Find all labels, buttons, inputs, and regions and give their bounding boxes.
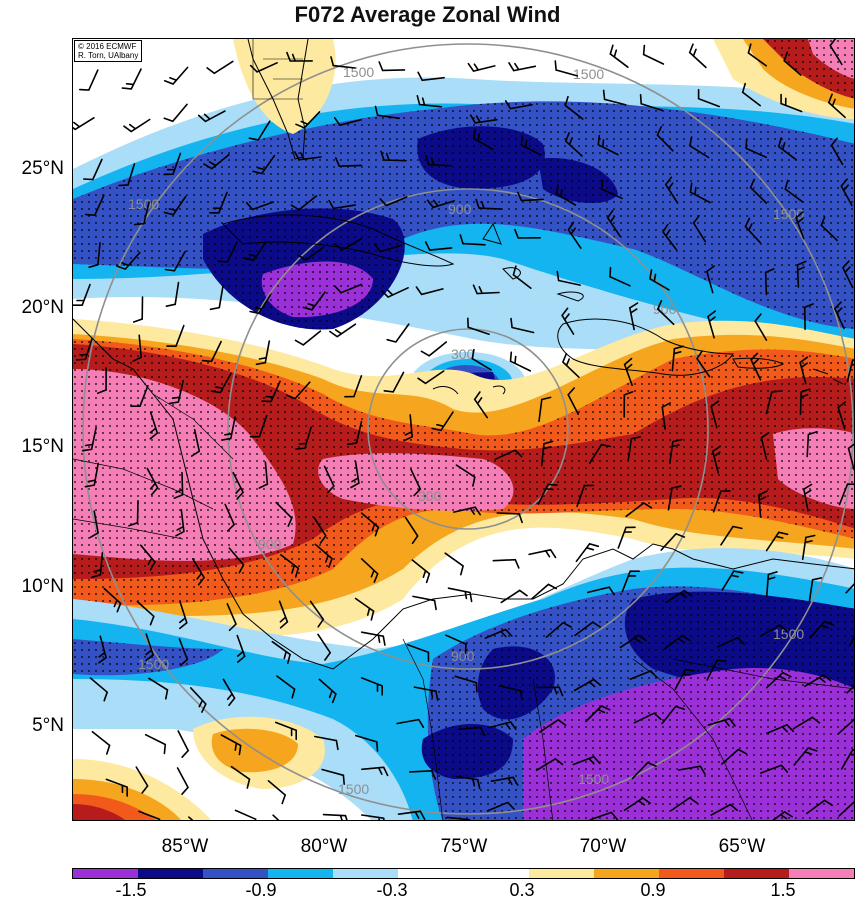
ring-label: 1500 bbox=[773, 626, 804, 642]
ring-label: 300 bbox=[418, 488, 442, 504]
credit-box: © 2016 ECMWF R. Torn, UAlbany bbox=[74, 40, 142, 62]
colorbar-segment bbox=[398, 869, 463, 878]
colorbar-segment bbox=[659, 869, 724, 878]
ring-label: 1500 bbox=[573, 66, 604, 82]
colorbar-label: -0.9 bbox=[231, 880, 291, 901]
colorbar-segment bbox=[203, 869, 268, 878]
lon-label-75w: 75°W bbox=[424, 836, 504, 858]
lon-label-65w: 65°W bbox=[702, 836, 782, 858]
ring-label: 1500 bbox=[578, 771, 609, 787]
zonal-wind-map: 300 300 900 900 900 900 1500 1500 1500 1… bbox=[73, 39, 855, 821]
lat-label-25n: 25°N bbox=[0, 158, 64, 180]
colorbar-label: -0.3 bbox=[362, 880, 422, 901]
colorbar-segment bbox=[594, 869, 659, 878]
lat-label-10n: 10°N bbox=[0, 576, 64, 598]
colorbar-segment bbox=[463, 869, 528, 878]
colorbar-label: 0.3 bbox=[492, 880, 552, 901]
colorbar bbox=[72, 868, 855, 879]
ring-label: 1500 bbox=[138, 656, 169, 672]
credit-line: R. Torn, UAlbany bbox=[78, 51, 138, 60]
colorbar-segment bbox=[724, 869, 789, 878]
lon-label-80w: 80°W bbox=[284, 836, 364, 858]
ring-label: 1500 bbox=[338, 781, 369, 797]
colorbar-label: 1.5 bbox=[753, 880, 813, 901]
colorbar-segment bbox=[333, 869, 398, 878]
ring-label: 900 bbox=[451, 648, 475, 664]
colorbar-segment bbox=[789, 869, 854, 878]
colorbar-segment bbox=[73, 869, 138, 878]
colorbar-segment bbox=[138, 869, 203, 878]
lat-label-15n: 15°N bbox=[0, 436, 64, 458]
colorbar-label: 0.9 bbox=[623, 880, 683, 901]
lon-label-70w: 70°W bbox=[563, 836, 643, 858]
colorbar-label: -1.5 bbox=[101, 880, 161, 901]
ring-label: 900 bbox=[653, 301, 677, 317]
lat-label-20n: 20°N bbox=[0, 297, 64, 319]
ring-label: 300 bbox=[451, 346, 475, 362]
map-frame: 300 300 900 900 900 900 1500 1500 1500 1… bbox=[72, 38, 855, 821]
credit-line: © 2016 ECMWF bbox=[78, 42, 138, 51]
colorbar-segment bbox=[268, 869, 333, 878]
chart-title: F072 Average Zonal Wind bbox=[0, 2, 855, 28]
lon-label-85w: 85°W bbox=[145, 836, 225, 858]
ring-label: 900 bbox=[448, 201, 472, 217]
lat-label-5n: 5°N bbox=[0, 715, 64, 737]
colorbar-segment bbox=[529, 869, 594, 878]
ring-label: 1500 bbox=[128, 196, 159, 212]
ring-label: 900 bbox=[258, 536, 282, 552]
